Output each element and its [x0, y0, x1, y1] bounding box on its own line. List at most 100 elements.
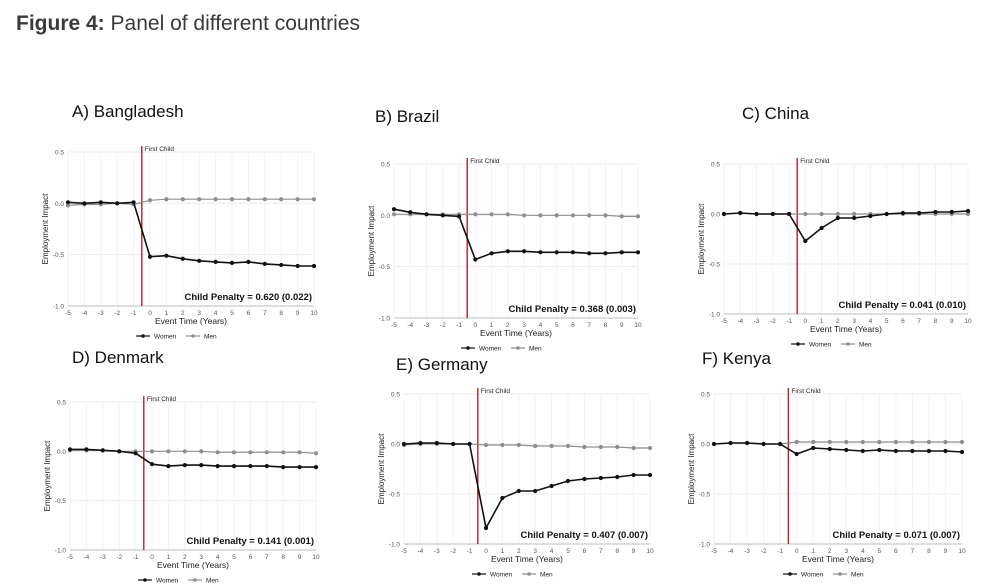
- data-point-women: [647, 472, 653, 478]
- data-point-men: [570, 213, 576, 218]
- y-tick-label: -0.5: [389, 492, 401, 499]
- x-tick-label: 4: [550, 548, 554, 555]
- x-axis-title: Event Time (Years): [491, 554, 563, 564]
- series-line-women: [70, 448, 316, 468]
- x-tick-label: 1: [501, 548, 505, 555]
- data-point-women: [738, 210, 743, 216]
- x-tick-label: 9: [950, 318, 954, 325]
- data-point-men: [295, 197, 300, 202]
- chart-denmark: 0.5 0.0 -0.5 -1.0-5 -4 -3 -2 -1 0 1 2 3 4 5 6 7 8 9 10 Even…: [43, 396, 320, 584]
- data-point-men: [959, 439, 965, 445]
- x-tick-label: -3: [424, 322, 430, 329]
- x-axis-title: Event Time (Years): [155, 316, 227, 326]
- x-tick-label: -1: [133, 554, 139, 561]
- data-point-women: [754, 211, 759, 217]
- data-point-men: [619, 214, 624, 219]
- child-penalty-label: Child Penalty = 0.620 (0.022): [184, 292, 312, 303]
- data-point-women: [565, 478, 571, 484]
- x-tick-label: 9: [944, 548, 948, 555]
- data-point-men: [166, 449, 171, 454]
- x-tick-label: 7: [265, 554, 269, 561]
- data-point-men: [587, 213, 592, 218]
- x-tick-label: 6: [247, 310, 251, 317]
- x-tick-label: 7: [917, 318, 921, 325]
- x-tick-label: 8: [281, 554, 285, 561]
- x-tick-label: 6: [249, 554, 253, 561]
- first-child-label: First Child: [800, 158, 830, 165]
- y-tick-label: 0.5: [711, 162, 720, 169]
- data-point-women: [180, 256, 185, 261]
- data-point-women: [147, 254, 153, 259]
- y-tick-label: 0.5: [57, 400, 66, 407]
- data-point-men: [565, 443, 571, 449]
- x-tick-label: 0: [804, 318, 808, 325]
- data-point-men: [794, 439, 799, 445]
- data-point-men: [635, 214, 641, 219]
- data-point-men: [197, 197, 202, 202]
- data-point-women: [248, 464, 253, 469]
- y-tick-label: 0.0: [711, 212, 720, 219]
- data-point-women: [451, 441, 456, 447]
- x-tick-label: -4: [407, 322, 413, 329]
- first-child-label: First Child: [145, 146, 175, 153]
- y-tick-label: 0.0: [381, 213, 390, 220]
- figure-label: Figure 4:: [16, 12, 105, 35]
- data-point-women: [313, 465, 319, 470]
- data-point-women: [827, 446, 832, 452]
- x-tick-label: 2: [828, 548, 832, 555]
- x-tick-label: 6: [583, 548, 587, 555]
- legend-women-marker: [796, 342, 800, 346]
- data-point-women: [933, 209, 938, 215]
- x-tick-label: -3: [754, 318, 760, 325]
- x-tick-label: 1: [820, 318, 824, 325]
- x-tick-label: -1: [467, 548, 473, 555]
- legend-men-label: Men: [851, 571, 864, 578]
- data-point-women: [456, 214, 462, 219]
- data-point-women: [264, 464, 269, 469]
- y-tick-label: 0.0: [57, 449, 66, 456]
- y-tick-label: -1.0: [53, 304, 65, 311]
- child-penalty-label: Child Penalty = 0.407 (0.007): [520, 530, 648, 541]
- chart-bangladesh: 0.5 0.0 -0.5 -1.0-5 -4 -3 -2 -1 0 1 2 3 4 5 6 7 8 9 10 Even…: [41, 146, 318, 340]
- chart-china: 0.5 0.0 -0.5 -1.0-5 -4 -3 -2 -1 0 1 2 3 4 5 6 7 8 9 10 Even…: [697, 158, 972, 348]
- x-tick-label: 10: [958, 548, 966, 555]
- legend-women-label: Women: [809, 341, 832, 348]
- data-point-women: [884, 211, 889, 217]
- data-point-men: [313, 451, 319, 456]
- x-tick-label: 8: [279, 310, 283, 317]
- x-tick-label: 3: [199, 554, 203, 561]
- data-point-men: [926, 439, 932, 445]
- x-tick-label: 0: [474, 322, 478, 329]
- x-tick-label: -2: [450, 548, 456, 555]
- x-tick-label: 1: [167, 554, 171, 561]
- data-point-men: [65, 203, 71, 208]
- data-point-men: [852, 211, 857, 217]
- series-line-women: [403, 442, 650, 531]
- x-tick-label: 4: [539, 322, 543, 329]
- y-tick-label: 0.5: [55, 150, 64, 157]
- data-point-men: [279, 197, 284, 202]
- x-tick-label: -2: [116, 554, 122, 561]
- data-point-men: [647, 445, 653, 451]
- data-point-women: [635, 250, 641, 255]
- data-point-women: [505, 249, 510, 254]
- data-point-men: [844, 439, 849, 445]
- data-point-women: [434, 440, 439, 446]
- legend-women-marker: [788, 572, 792, 576]
- x-tick-label: 5: [885, 318, 889, 325]
- x-tick-label: 2: [517, 548, 521, 555]
- data-point-men: [199, 449, 204, 454]
- x-tick-label: -5: [65, 310, 71, 317]
- x-tick-label: 0: [484, 548, 488, 555]
- data-point-women: [500, 495, 505, 501]
- y-axis-title: Employment Impact: [367, 205, 376, 276]
- data-point-women: [401, 441, 407, 447]
- child-penalty-label: Child Penalty = 0.041 (0.010): [838, 300, 966, 311]
- x-tick-label: 5: [555, 322, 559, 329]
- x-tick-label: 2: [506, 322, 510, 329]
- data-point-women: [279, 262, 284, 268]
- x-tick-label: -4: [84, 554, 90, 561]
- y-axis-title: Employment Impact: [43, 440, 52, 511]
- data-point-women: [408, 210, 413, 215]
- data-point-women: [959, 449, 965, 455]
